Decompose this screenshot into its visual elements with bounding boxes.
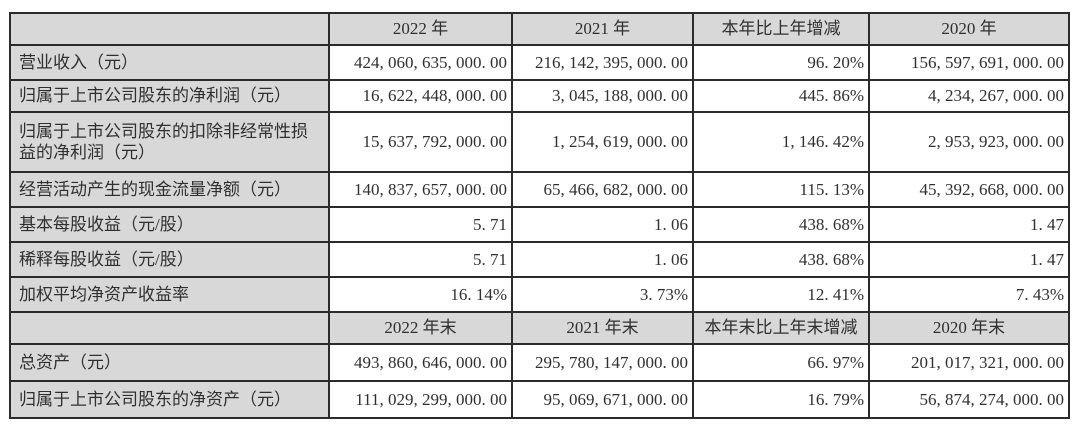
value-cell: 1, 254, 619, 000. 00	[511, 111, 694, 173]
row-label: 总资产（元）	[9, 343, 330, 382]
row-label: 归属于上市公司股东的扣除非经常性损益的净利润（元）	[9, 111, 330, 173]
value-cell: 5. 71	[328, 241, 513, 278]
column-header-2022-yearend: 2022 年末	[328, 311, 513, 345]
table-row-total-assets: 总资产（元） 493, 860, 646, 000. 00 295, 780, …	[9, 343, 1070, 382]
value-cell: 438. 68%	[692, 241, 870, 278]
table-row-net-assets: 归属于上市公司股东的净资产（元） 111, 029, 299, 000. 00 …	[9, 380, 1070, 419]
corner-cell	[9, 311, 330, 345]
header-row-yearend: 2022 年末 2021 年末 本年末比上年末增减 2020 年末	[9, 311, 1070, 345]
corner-cell	[9, 12, 330, 46]
value-cell: 295, 780, 147, 000. 00	[511, 343, 694, 382]
value-cell: 3, 045, 188, 000. 00	[511, 79, 694, 113]
row-label: 营业收入（元）	[9, 44, 330, 81]
table-row-operating-cash-flow: 经营活动产生的现金流量净额（元） 140, 837, 657, 000. 00 …	[9, 171, 1070, 208]
column-header-2020: 2020 年	[868, 12, 1070, 46]
value-cell: 140, 837, 657, 000. 00	[328, 171, 513, 208]
row-label: 归属于上市公司股东的净利润（元）	[9, 79, 330, 113]
column-header-2020-yearend: 2020 年末	[868, 311, 1070, 345]
value-cell: 7. 43%	[868, 276, 1070, 313]
value-cell: 1. 06	[511, 206, 694, 243]
value-cell: 45, 392, 668, 000. 00	[868, 171, 1070, 208]
value-cell: 216, 142, 395, 000. 00	[511, 44, 694, 81]
row-label: 加权平均净资产收益率	[9, 276, 330, 313]
value-cell: 156, 597, 691, 000. 00	[868, 44, 1070, 81]
header-row-annual: 2022 年 2021 年 本年比上年增减 2020 年	[9, 12, 1070, 46]
column-header-2021-yearend: 2021 年末	[511, 311, 694, 345]
value-cell: 1. 47	[868, 241, 1070, 278]
value-cell: 65, 466, 682, 000. 00	[511, 171, 694, 208]
column-header-yearend-change: 本年末比上年末增减	[692, 311, 870, 345]
table-row-weighted-avg-roe: 加权平均净资产收益率 16. 14% 3. 73% 12. 41% 7. 43%	[9, 276, 1070, 313]
value-cell: 16. 79%	[692, 380, 870, 419]
value-cell: 201, 017, 321, 000. 00	[868, 343, 1070, 382]
value-cell: 66. 97%	[692, 343, 870, 382]
column-header-2022: 2022 年	[328, 12, 513, 46]
value-cell: 96. 20%	[692, 44, 870, 81]
value-cell: 15, 637, 792, 000. 00	[328, 111, 513, 173]
row-label: 经营活动产生的现金流量净额（元）	[9, 171, 330, 208]
value-cell: 12. 41%	[692, 276, 870, 313]
value-cell: 95, 069, 671, 000. 00	[511, 380, 694, 419]
value-cell: 16. 14%	[328, 276, 513, 313]
table-row-net-profit-excl-nonrecurring: 归属于上市公司股东的扣除非经常性损益的净利润（元） 15, 637, 792, …	[9, 111, 1070, 173]
financial-summary-table: 2022 年 2021 年 本年比上年增减 2020 年 营业收入（元） 424…	[9, 12, 1070, 419]
value-cell: 3. 73%	[511, 276, 694, 313]
value-cell: 4, 234, 267, 000. 00	[868, 79, 1070, 113]
value-cell: 493, 860, 646, 000. 00	[328, 343, 513, 382]
value-cell: 56, 874, 274, 000. 00	[868, 380, 1070, 419]
value-cell: 2, 953, 923, 000. 00	[868, 111, 1070, 173]
value-cell: 5. 71	[328, 206, 513, 243]
value-cell: 1, 146. 42%	[692, 111, 870, 173]
column-header-yoy-change: 本年比上年增减	[692, 12, 870, 46]
row-label: 归属于上市公司股东的净资产（元）	[9, 380, 330, 419]
table-row-net-profit: 归属于上市公司股东的净利润（元） 16, 622, 448, 000. 00 3…	[9, 79, 1070, 113]
value-cell: 115. 13%	[692, 171, 870, 208]
value-cell: 111, 029, 299, 000. 00	[328, 380, 513, 419]
table-row-revenue: 营业收入（元） 424, 060, 635, 000. 00 216, 142,…	[9, 44, 1070, 81]
value-cell: 1. 47	[868, 206, 1070, 243]
table-row-basic-eps: 基本每股收益（元/股） 5. 71 1. 06 438. 68% 1. 47	[9, 206, 1070, 243]
row-label: 基本每股收益（元/股）	[9, 206, 330, 243]
value-cell: 16, 622, 448, 000. 00	[328, 79, 513, 113]
column-header-2021: 2021 年	[511, 12, 694, 46]
value-cell: 424, 060, 635, 000. 00	[328, 44, 513, 81]
table-row-diluted-eps: 稀释每股收益（元/股） 5. 71 1. 06 438. 68% 1. 47	[9, 241, 1070, 278]
value-cell: 445. 86%	[692, 79, 870, 113]
row-label: 稀释每股收益（元/股）	[9, 241, 330, 278]
value-cell: 1. 06	[511, 241, 694, 278]
value-cell: 438. 68%	[692, 206, 870, 243]
